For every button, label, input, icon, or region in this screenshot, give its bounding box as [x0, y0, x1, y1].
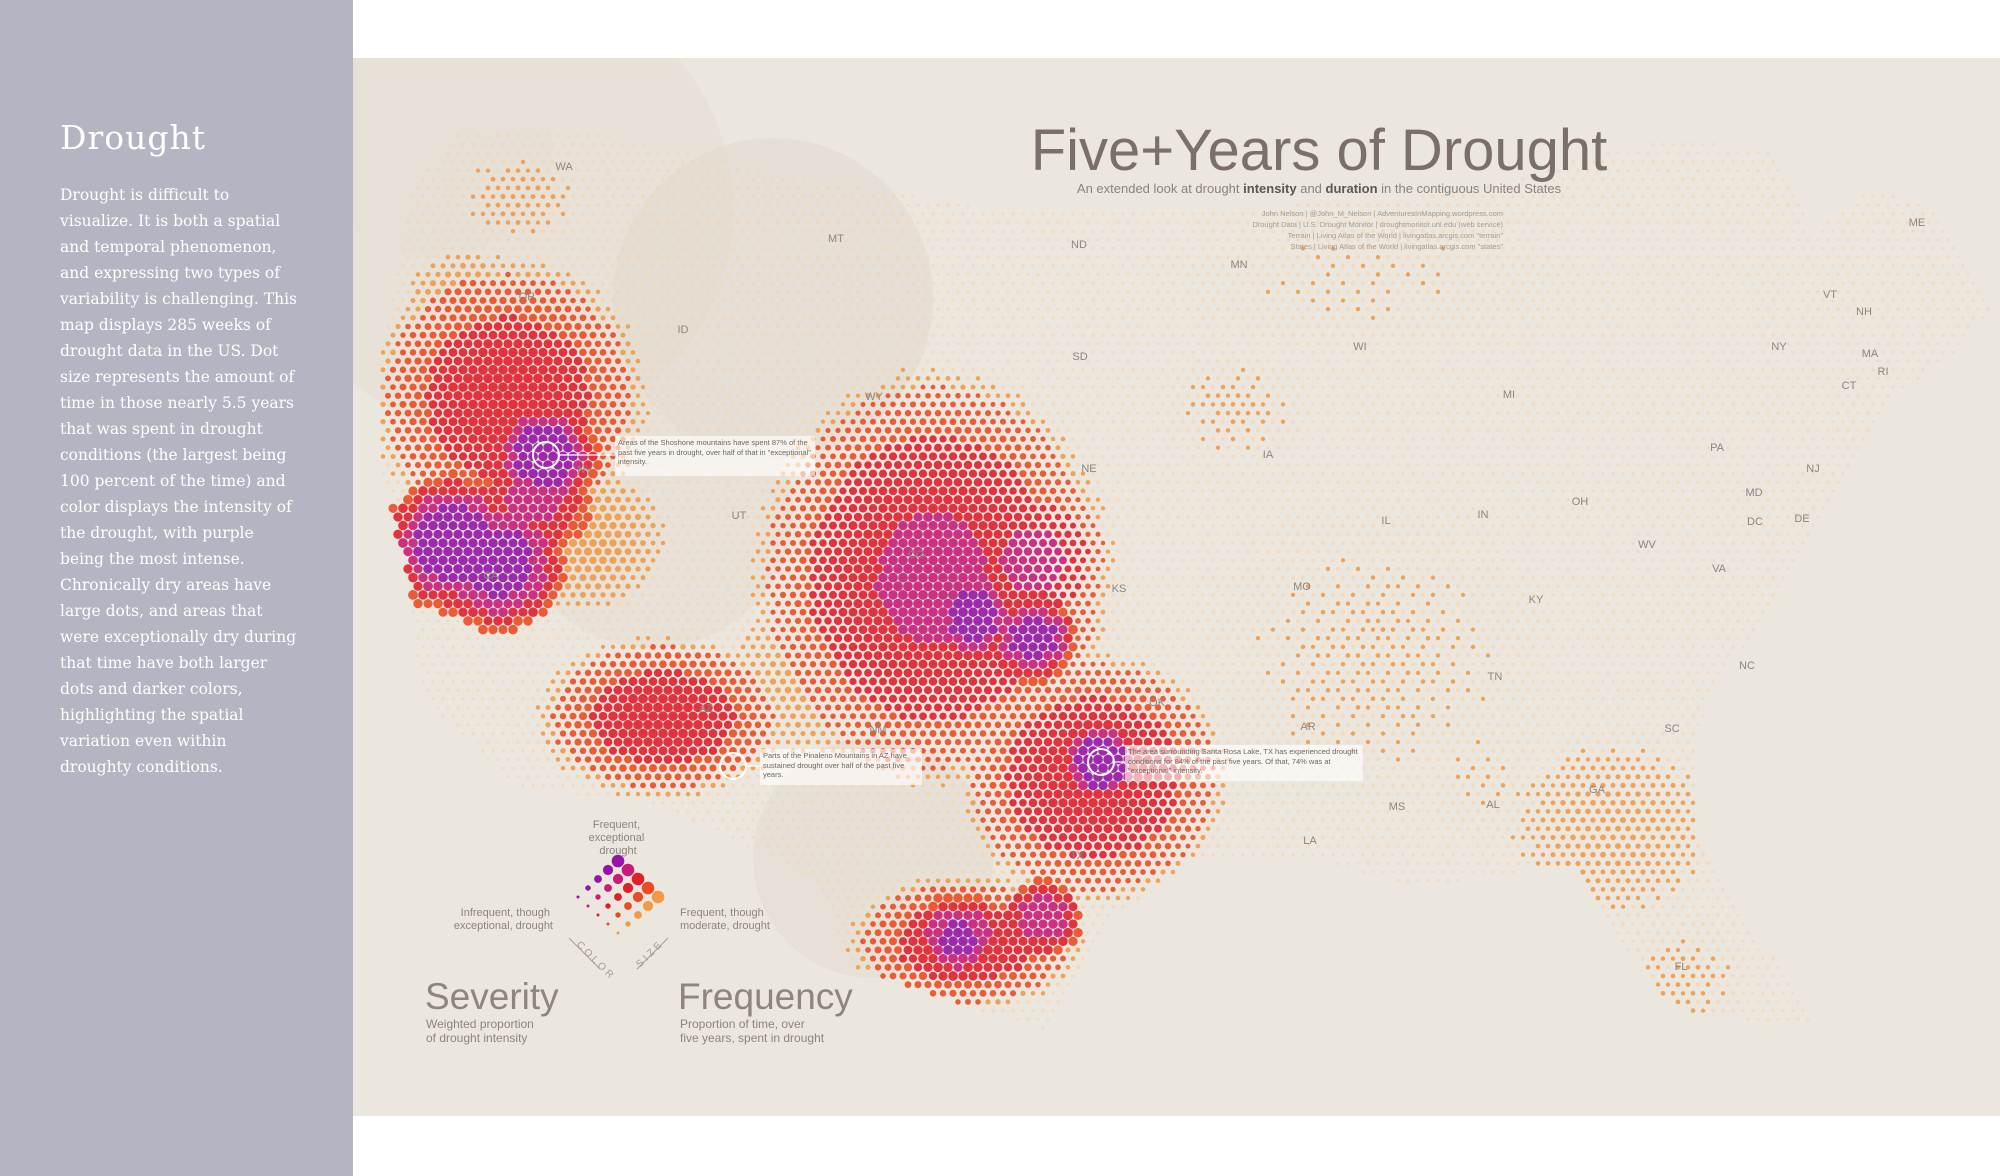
- state-label: SC: [1664, 723, 1679, 735]
- legend-severity-title: Severity: [425, 976, 559, 1017]
- state-label: LA: [1303, 835, 1317, 847]
- sidebar-description: Drought is difficult to visualize. It is…: [60, 186, 297, 776]
- state-label: CT: [1842, 380, 1857, 392]
- state-label: NH: [1856, 306, 1872, 318]
- callout-texas: The area surrounding Santa Rosa Lake, TX…: [1087, 745, 1363, 781]
- state-label: AZ: [699, 703, 713, 715]
- drought-hex-grid: [380, 134, 1990, 1030]
- state-label: CO: [908, 549, 925, 561]
- state-label: PA: [1710, 442, 1725, 454]
- state-label: NY: [1771, 341, 1787, 353]
- legend-axis-size: [636, 937, 669, 970]
- state-label: MS: [1389, 801, 1406, 813]
- state-label: NV: [577, 464, 593, 476]
- state-label: NC: [1739, 660, 1755, 672]
- state-label: IL: [1381, 515, 1390, 527]
- legend-severity-description: Weighted proportion of drought intensity: [426, 1017, 537, 1045]
- state-label: VT: [1823, 289, 1837, 301]
- legend-axis-color-label: COLOR: [574, 939, 618, 983]
- state-label: MD: [1745, 487, 1762, 499]
- state-label: WA: [555, 161, 573, 173]
- state-label: VA: [1712, 563, 1727, 575]
- state-label: IA: [1263, 449, 1274, 461]
- callout-nevada: Areas of the Shoshone mountains have spe…: [532, 436, 815, 476]
- state-label: RI: [1878, 366, 1889, 378]
- state-label: WY: [865, 391, 883, 403]
- state-label: TX: [1070, 850, 1085, 862]
- state-label: MO: [1293, 581, 1311, 593]
- state-labels: WA MT ND MN ME OR ID SD WI VT NH NY MA R…: [483, 161, 1925, 973]
- legend-axis-color: [568, 937, 601, 970]
- state-label: SD: [1072, 351, 1087, 363]
- sidebar: Drought Drought is difficult to visualiz…: [0, 0, 353, 1176]
- legend-frequency-title: Frequency: [678, 976, 853, 1017]
- state-label: DC: [1747, 516, 1763, 528]
- state-label: NJ: [1806, 463, 1819, 475]
- callout-text: The area surrounding Santa Rosa Lake, TX…: [1128, 747, 1358, 775]
- state-label: MT: [828, 233, 844, 245]
- state-label: AR: [1300, 721, 1315, 733]
- state-label: OR: [519, 291, 536, 303]
- callout-text: Areas of the Shoshone mountains have spe…: [618, 438, 811, 466]
- legend-label-frequent-exceptional: Frequent, exceptional drought: [589, 819, 648, 857]
- map-credit-line: John Nelson | @John_M_Nelson | Adventure…: [1262, 209, 1503, 218]
- legend-dot-matrix: [576, 854, 665, 935]
- state-label: MN: [1230, 259, 1247, 271]
- state-label: ND: [1071, 239, 1087, 251]
- state-label: ID: [678, 324, 689, 336]
- map-credit-line: Terrain | Living Atlas of the World | li…: [1288, 231, 1504, 240]
- drought-map: Five+Years of Drought An extended look a…: [353, 58, 2000, 1116]
- state-label: GA: [1589, 784, 1606, 796]
- sidebar-title: Drought: [60, 118, 206, 157]
- map-title: Five+Years of Drought: [1031, 118, 1608, 183]
- legend-label-infrequent-exceptional: Infrequent, though exceptional, drought: [454, 907, 553, 932]
- state-label: CA: [483, 570, 499, 582]
- legend-label-frequent-moderate: Frequent, though moderate, drought: [680, 907, 770, 932]
- state-label: UT: [732, 510, 747, 522]
- map-credit-line: Drought Data | U.S. Drought Monitor | dr…: [1252, 220, 1503, 229]
- state-label: OH: [1572, 496, 1589, 508]
- callout-box: [1125, 745, 1363, 781]
- state-label: DE: [1794, 513, 1809, 525]
- state-label: WI: [1353, 341, 1366, 353]
- callout-text: Parts of the Pinaleno Mountains in AZ ha…: [763, 751, 907, 779]
- state-label: AL: [1486, 799, 1499, 811]
- legend-axis-size-label: SIZE: [634, 938, 666, 970]
- state-label: KS: [1112, 583, 1127, 595]
- state-label: WV: [1638, 539, 1656, 551]
- state-label: IN: [1478, 509, 1489, 521]
- state-label: TN: [1488, 671, 1503, 683]
- callout-arizona: Parts of the Pinaleno Mountains in AZ ha…: [719, 749, 922, 785]
- state-label: ME: [1909, 217, 1926, 229]
- state-label: MA: [1862, 348, 1879, 360]
- callout-box: [760, 749, 922, 785]
- state-label: MI: [1503, 389, 1515, 401]
- callout-box: [615, 436, 815, 476]
- state-label: FL: [1675, 961, 1688, 973]
- state-label: NM: [869, 724, 886, 736]
- state-label: NE: [1081, 463, 1096, 475]
- map-subtitle: An extended look at drought intensity an…: [1077, 181, 1562, 196]
- state-label: OK: [1149, 697, 1166, 709]
- map-canvas: Five+Years of Drought An extended look a…: [353, 58, 1990, 1045]
- map-title-block: Five+Years of Drought An extended look a…: [1031, 118, 1608, 251]
- map-credit-line: States | Living Atlas of the World | liv…: [1290, 242, 1503, 251]
- legend-frequency-description: Proportion of time, over five years, spe…: [680, 1017, 825, 1045]
- state-label: KY: [1529, 594, 1544, 606]
